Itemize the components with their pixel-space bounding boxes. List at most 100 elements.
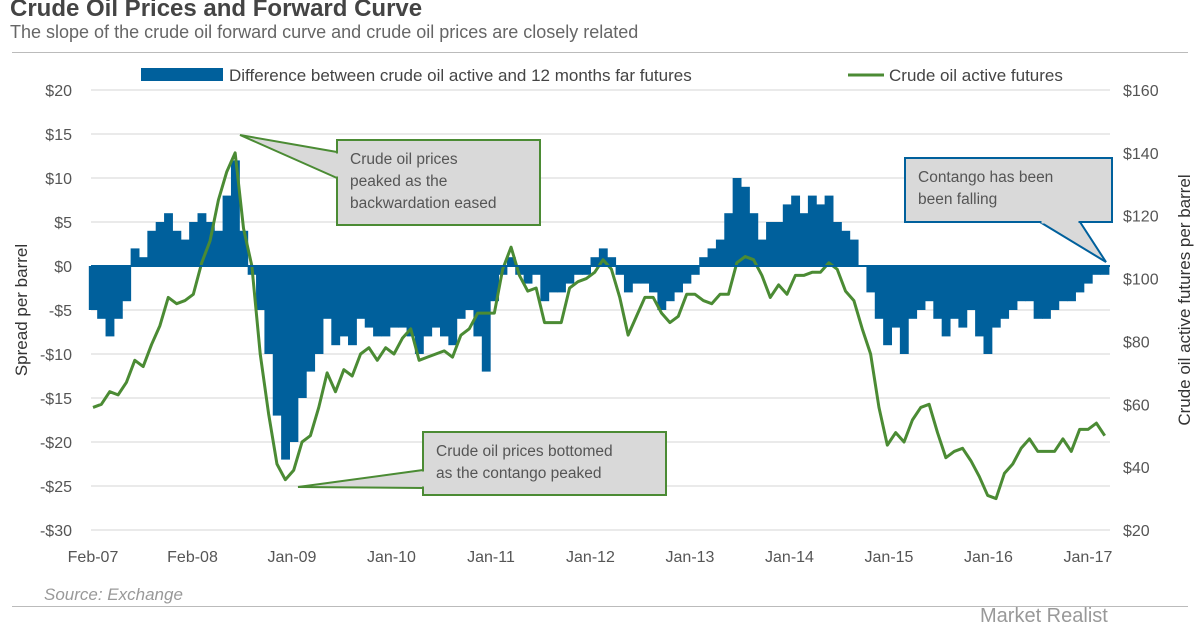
spread-bar [950,266,959,319]
spread-bar [933,266,943,319]
spread-bar [348,266,357,346]
brand-logo: Market Realist [980,605,1108,627]
spread-bar [1100,266,1110,275]
spread-bar [490,266,500,302]
subtitle: The slope of the crude oil forward curve… [10,22,639,42]
callout-pointer [239,134,338,180]
spread-bar [531,266,541,275]
y2-tick-label: $160 [1123,83,1159,100]
spread-bar [632,266,642,284]
spread-bar [230,160,240,266]
y-tick-label: -$20 [40,435,72,452]
spread-bar [832,222,842,266]
spread-bar [1033,266,1043,319]
spread-bar [1000,266,1010,319]
spread-bar [649,266,658,293]
spread-bar [172,230,182,266]
callout-text: backwardation eased [350,195,497,212]
spread-bar [732,178,742,266]
spread-bar [138,257,148,266]
y2-axis-label: Crude oil active futures per barrel [1175,174,1194,425]
callout-text: Crude oil prices [350,151,458,168]
spread-bar [958,266,968,328]
spread-bar [239,230,249,266]
spread-bar [423,266,433,337]
spread-bar [164,213,173,266]
spread-bar [523,266,533,284]
spread-bar [481,266,491,372]
spread-bar [439,266,449,337]
callout-text: peaked as the [350,173,447,190]
y-tick-label: -$30 [40,523,72,540]
spread-bar [582,266,591,275]
spread-bar [222,195,232,266]
spread-bar [724,213,734,266]
spread-bar [891,266,901,328]
spread-bar [197,213,207,266]
callout-box [904,157,1113,223]
y-tick-label: $0 [54,259,72,276]
spread-bar [707,248,717,266]
spread-bar [214,230,224,266]
spread-bar [874,266,884,319]
spread-bar [1016,266,1026,302]
callout-text: Contango has been [918,169,1053,186]
spread-bar [548,266,558,293]
spread-bar [314,266,324,354]
y2-tick-label: $100 [1123,272,1159,289]
legend-label-price: Crude oil active futures [889,66,1063,85]
spread-bar [540,266,550,302]
y-tick-label: $15 [45,127,72,144]
y-tick-label: -$25 [40,479,72,496]
spread-bar [356,266,366,319]
callout: Crude oil prices bottomed as the contango… [297,431,667,496]
x-tick-label: Jan-12 [566,549,615,566]
spread-bar [757,239,767,266]
spread-bar [615,266,625,275]
y-tick-label: $10 [45,171,72,188]
x-tick-label: Jan-10 [367,549,416,566]
spread-bar [264,266,274,354]
page-title: Crude Oil Prices and Forward Curve [10,0,423,22]
spread-bar [189,222,199,266]
y-axis-label: Spread per barrel [12,244,31,376]
spread-bar [389,266,399,328]
spread-bar [364,266,374,328]
spread-bar [682,266,692,284]
spread-bar [966,266,976,310]
spread-bar [122,266,132,302]
x-tick-label: Feb-08 [167,549,218,566]
y2-tick-label: $60 [1123,397,1150,414]
spread-bar [983,266,993,354]
spread-bar [297,266,307,398]
spread-bar [941,266,951,337]
callout: Crude oil prices peaked as the backwardati… [239,134,541,226]
spread-bar [690,266,700,275]
spread-bar [272,266,282,416]
legend-swatch-spread [141,68,223,81]
spread-bar [866,266,876,293]
spread-bar [699,257,709,266]
y2-tick-label: $140 [1123,146,1159,163]
spread-bar [807,195,817,266]
spread-bar [816,204,826,266]
spread-bar [565,266,575,284]
spread-bar [799,213,809,266]
x-tick-label: Jan-13 [666,549,715,566]
callout-text: Crude oil prices bottomed [436,443,613,460]
spread-bar [331,266,341,346]
spread-bar [1008,266,1018,310]
spread-bar [791,195,801,266]
y-tick-label: $5 [54,215,72,232]
spread-bar [306,266,316,372]
y-tick-label: -$15 [40,391,72,408]
callout-box [336,139,541,226]
x-tick-label: Jan-11 [467,549,515,566]
spread-bar [782,204,792,266]
spread-bar [991,266,1001,328]
x-tick-label: Jan-09 [268,549,317,566]
spread-bar [88,266,98,310]
spread-bar [1067,266,1076,302]
spread-bar [339,266,349,337]
spread-bar [281,266,290,460]
